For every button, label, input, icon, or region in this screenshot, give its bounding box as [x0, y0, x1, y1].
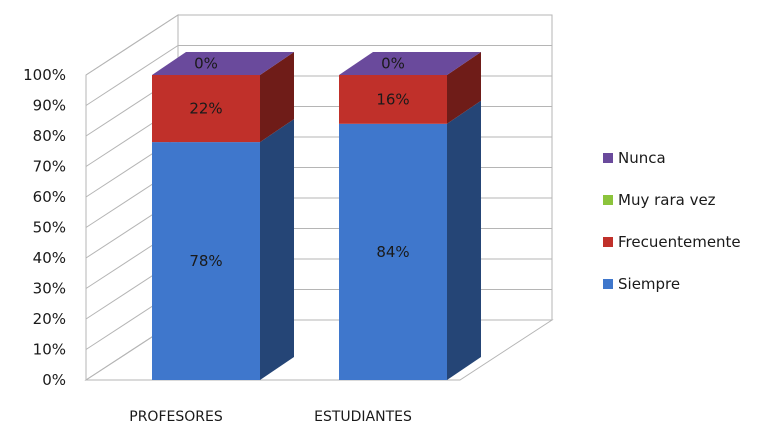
legend-label: Muy rara vez	[618, 191, 716, 209]
bar-segment	[152, 142, 260, 380]
y-tick-label: 30%	[33, 280, 66, 298]
y-tick-label: 50%	[33, 219, 66, 237]
bar-segment	[152, 75, 260, 143]
y-tick-label: 60%	[33, 188, 66, 206]
y-tick-label: 90%	[33, 97, 66, 115]
legend-swatch	[603, 195, 613, 205]
legend-swatch	[603, 279, 613, 289]
bar-segment	[339, 123, 447, 381]
category-label: PROFESORES	[129, 409, 223, 425]
data-label: 84%	[376, 243, 409, 261]
legend-item: Muy rara vez	[603, 190, 765, 210]
gridline	[85, 45, 552, 106]
bar-segment	[339, 75, 447, 124]
data-label: 78%	[189, 252, 222, 270]
bars	[152, 52, 481, 381]
data-label: 0%	[194, 55, 218, 73]
legend-label: Nunca	[618, 149, 666, 167]
data-label: 16%	[376, 90, 409, 108]
y-tick-label: 10%	[33, 341, 66, 359]
gridline	[85, 14, 552, 76]
data-label: 0%	[381, 55, 405, 73]
y-tick-label: 0%	[42, 371, 66, 389]
category-label: ESTUDIANTES	[314, 409, 412, 425]
legend-swatch	[603, 237, 613, 247]
y-tick-label: 100%	[23, 66, 66, 84]
data-label: 22%	[189, 100, 222, 118]
legend: Nunca Muy rara vez Frecuentemente Siempre	[603, 148, 765, 316]
legend-label: Frecuentemente	[618, 233, 741, 251]
y-tick-label: 20%	[33, 310, 66, 328]
legend-item: Nunca	[603, 148, 765, 168]
legend-item: Siempre	[603, 274, 765, 294]
y-tick-label: 70%	[33, 158, 66, 176]
bar-segment-side	[260, 119, 294, 380]
y-tick-label: 40%	[33, 249, 66, 267]
legend-item: Frecuentemente	[603, 232, 765, 252]
legend-swatch	[603, 153, 613, 163]
y-tick-label: 80%	[33, 127, 66, 145]
bar-segment-side	[447, 52, 481, 124]
bar-segment-side	[260, 52, 294, 143]
bar-segment-side	[447, 100, 481, 381]
category-labels: PROFESORES ESTUDIANTES	[129, 409, 412, 425]
data-labels: 78% 22% 0% 84% 16% 0%	[189, 55, 409, 271]
bar-top-cap	[152, 52, 294, 75]
y-axis-ticks: 0% 10% 20% 30% 40% 50% 60% 70% 80% 90% 100%	[23, 66, 66, 389]
legend-label: Siempre	[618, 275, 681, 293]
bar-top-cap	[339, 52, 481, 75]
